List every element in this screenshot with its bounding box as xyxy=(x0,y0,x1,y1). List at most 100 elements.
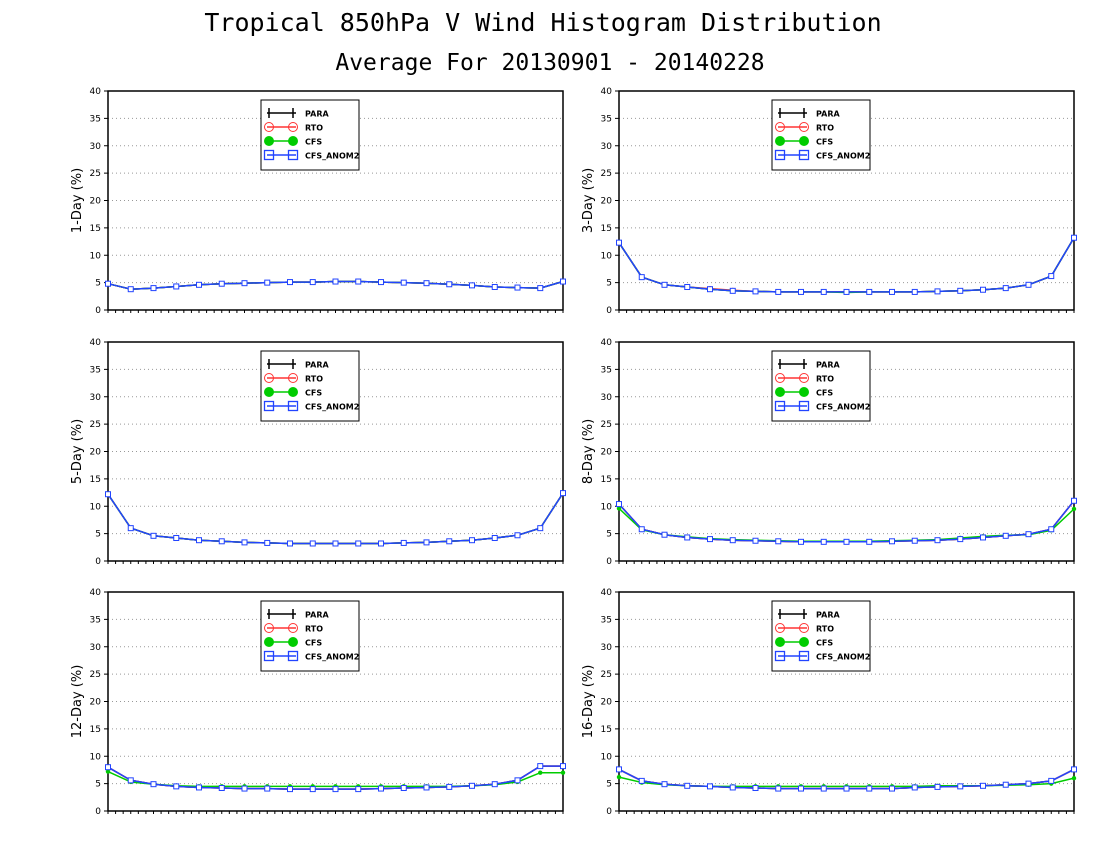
data-point-cfs-anom2 xyxy=(218,538,225,545)
legend-marker-cfs xyxy=(288,387,298,397)
data-point-cfs-anom2 xyxy=(798,288,804,295)
y-tick-label: 30 xyxy=(90,393,102,403)
data-point-cfs-anom2 xyxy=(1071,766,1077,773)
data-point-cfs-anom2 xyxy=(264,539,271,546)
data-point-cfs-anom2 xyxy=(616,239,622,246)
data-point-cfs-anom2 xyxy=(469,282,475,289)
y-tick-label: 35 xyxy=(601,365,612,375)
data-point-cfs-anom2 xyxy=(537,525,544,532)
y-tick-label: 15 xyxy=(601,725,612,735)
legend-marker-cfs-anom2 xyxy=(263,149,275,161)
data-point-cfs xyxy=(616,774,622,780)
legend-marker-cfs xyxy=(799,387,809,397)
y-tick-label: 5 xyxy=(95,279,101,289)
chart-panel-6: 0 5 10 15 20 25 30 35 40 16-Day (%) PARA RTO CFS CFS_… xyxy=(581,588,1077,817)
plot-frame xyxy=(618,341,1075,562)
data-point-cfs-anom2 xyxy=(729,287,736,294)
data-point-cfs-anom2 xyxy=(105,764,111,771)
data-point-cfs-anom2 xyxy=(241,280,248,287)
legend-marker-rto xyxy=(775,122,785,132)
y-tick-label: 0 xyxy=(95,557,101,567)
data-point-cfs-anom2 xyxy=(684,782,691,789)
data-point-cfs-anom2 xyxy=(355,278,362,285)
data-point-cfs-anom2 xyxy=(218,280,225,287)
y-tick-label: 10 xyxy=(601,502,613,512)
y-tick-label: 5 xyxy=(606,530,612,540)
legend-marker-cfs-anom2 xyxy=(774,650,786,662)
data-point-cfs-anom2 xyxy=(1002,781,1009,788)
data-point-cfs-anom2 xyxy=(1071,497,1077,504)
legend-marker-rto xyxy=(799,122,809,132)
data-point-cfs-anom2 xyxy=(287,279,293,286)
data-point-cfs-anom2 xyxy=(934,783,941,790)
legend-marker-cfs-anom2 xyxy=(798,149,810,161)
y-tick-label: 30 xyxy=(90,643,102,653)
legend-marker-cfs xyxy=(775,387,785,397)
legend-marker-rto xyxy=(799,373,809,383)
data-point-cfs-anom2 xyxy=(661,781,668,788)
data-point-cfs-anom2 xyxy=(1071,234,1077,241)
y-tick-label: 5 xyxy=(95,530,101,540)
data-point-cfs-anom2 xyxy=(889,538,895,545)
legend-marker-rto xyxy=(288,122,298,132)
data-point-cfs-anom2 xyxy=(446,538,453,545)
y-tick-label: 40 xyxy=(90,87,102,97)
y-tick-label: 0 xyxy=(606,306,612,316)
data-point-cfs-anom2 xyxy=(684,534,691,541)
y-tick-label: 20 xyxy=(601,197,613,207)
y-tick-label: 20 xyxy=(601,698,613,708)
y-axis-label: 5-Day (%) xyxy=(70,419,85,484)
legend-marker-rto xyxy=(799,623,809,633)
legend-label-para: PARA xyxy=(816,110,840,119)
legend-label-cfs: CFS xyxy=(305,138,322,147)
data-point-cfs-anom2 xyxy=(378,279,384,286)
data-point-cfs-anom2 xyxy=(196,537,202,544)
legend-marker-rto xyxy=(264,122,274,132)
plot-frame xyxy=(618,90,1075,311)
legend-marker-rto xyxy=(775,373,785,383)
y-tick-label: 10 xyxy=(90,502,102,512)
legend-marker-cfs-anom2 xyxy=(287,149,299,161)
series-line-rto xyxy=(618,237,1075,293)
data-point-cfs-anom2 xyxy=(980,782,986,789)
legend-label-para: PARA xyxy=(816,611,840,620)
y-tick-label: 25 xyxy=(601,169,612,179)
y-tick-label: 0 xyxy=(95,807,101,817)
legend-box xyxy=(771,600,871,672)
legend-box xyxy=(260,350,360,422)
data-point-cfs-anom2 xyxy=(264,785,271,792)
data-point-cfs-anom2 xyxy=(752,537,759,544)
data-point-cfs-anom2 xyxy=(378,540,384,547)
data-point-cfs-anom2 xyxy=(866,288,873,295)
data-point-cfs-anom2 xyxy=(729,784,736,791)
y-tick-label: 10 xyxy=(90,251,102,261)
legend-marker-cfs-anom2 xyxy=(774,400,786,412)
y-tick-label: 35 xyxy=(601,615,612,625)
data-point-cfs-anom2 xyxy=(560,763,566,770)
data-point-cfs-anom2 xyxy=(934,288,941,295)
data-point-cfs-anom2 xyxy=(752,288,759,295)
data-point-cfs-anom2 xyxy=(150,532,157,539)
legend-marker-cfs-anom2 xyxy=(263,650,275,662)
y-tick-label: 15 xyxy=(90,725,101,735)
legend-label-para: PARA xyxy=(305,361,329,370)
data-point-cfs-anom2 xyxy=(469,782,475,789)
data-point-cfs-anom2 xyxy=(241,785,248,792)
legend-marker-rto xyxy=(775,623,785,633)
data-point-cfs-anom2 xyxy=(775,288,782,295)
y-tick-label: 25 xyxy=(601,670,612,680)
legend-label-para: PARA xyxy=(305,110,329,119)
y-tick-label: 5 xyxy=(606,279,612,289)
y-axis-label: 12-Day (%) xyxy=(70,665,85,739)
data-point-cfs-anom2 xyxy=(775,785,782,792)
legend-marker-cfs-anom2 xyxy=(287,650,299,662)
data-point-cfs-anom2 xyxy=(150,781,157,788)
legend-marker-cfs xyxy=(264,637,274,647)
data-point-cfs-anom2 xyxy=(957,783,964,790)
data-point-cfs-anom2 xyxy=(287,786,293,793)
legend-label-cfs-anom2: CFS_ANOM2 xyxy=(816,403,870,412)
legend-label-rto: RTO xyxy=(816,124,834,133)
data-point-cfs-anom2 xyxy=(105,491,111,498)
chart-panel-4: 0 5 10 15 20 25 30 35 40 8-Day (%) PARA RTO CFS CFS_A… xyxy=(581,338,1077,567)
